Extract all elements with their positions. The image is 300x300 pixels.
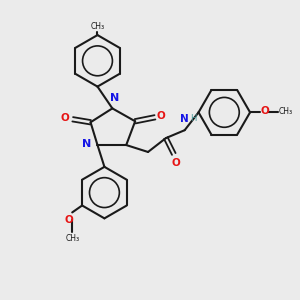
Text: N: N [110,93,119,103]
Text: N: N [180,114,189,124]
Text: O: O [171,158,180,168]
Text: O: O [261,106,270,116]
Text: N: N [82,139,92,149]
Text: CH₃: CH₃ [279,107,293,116]
Text: O: O [61,113,70,123]
Text: CH₃: CH₃ [90,22,105,31]
Text: O: O [65,215,74,225]
Text: H: H [190,114,197,123]
Text: CH₃: CH₃ [65,234,79,243]
Text: O: O [157,111,166,121]
